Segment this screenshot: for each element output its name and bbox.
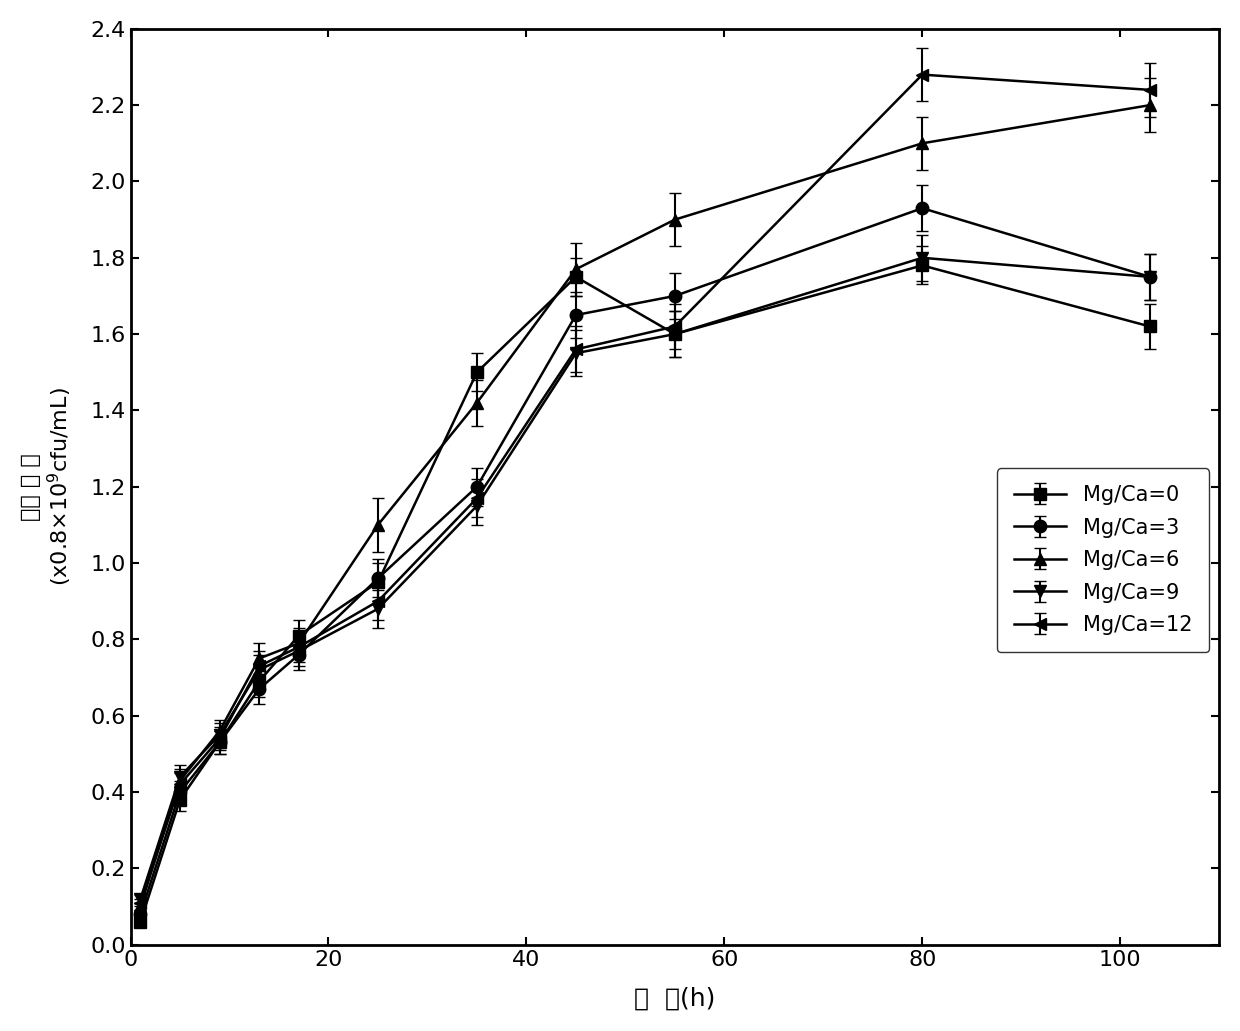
Legend: Mg/Ca=0, Mg/Ca=3, Mg/Ca=6, Mg/Ca=9, Mg/Ca=12: Mg/Ca=0, Mg/Ca=3, Mg/Ca=6, Mg/Ca=9, Mg/C… [997,468,1209,652]
X-axis label: 时  间(h): 时 间(h) [634,987,715,1010]
Y-axis label: 细胞 浓 度
(x0.8×10$^9$cfu/mL): 细胞 浓 度 (x0.8×10$^9$cfu/mL) [21,388,73,586]
